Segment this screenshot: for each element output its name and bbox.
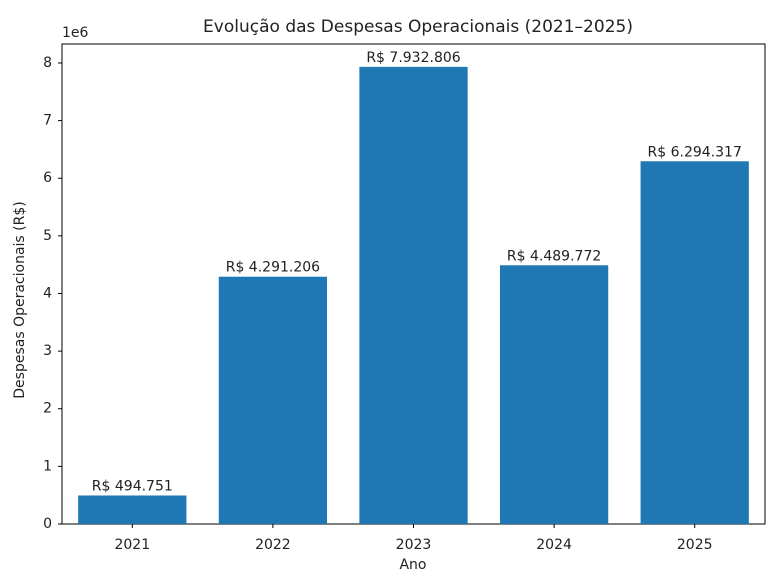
y-axis-label: Despesas Operacionais (R$) [12,201,28,398]
value-label: R$ 6.294.317 [648,144,742,160]
x-tick-label: 2022 [255,537,291,553]
bar [218,276,328,524]
x-tick-label: 2025 [677,537,713,553]
x-tick-label: 2024 [536,537,572,553]
value-label: R$ 4.489.772 [507,248,601,264]
bar [499,265,609,524]
x-tick-label: 2021 [114,537,150,553]
x-axis-label: Ano [399,557,426,573]
bar [359,66,468,525]
value-label: R$ 4.291.206 [226,260,320,276]
value-label: R$ 7.932.806 [366,50,460,66]
y-tick-label: 2 [43,401,52,417]
y-tick-label: 1 [43,458,52,474]
bar [78,495,187,524]
y-tick-label: 0 [43,516,52,532]
y-tick-label: 4 [43,285,52,301]
chart-title: Evolução das Despesas Operacionais (2021… [203,17,633,37]
y-offset-label: 1e6 [62,25,89,41]
y-tick-label: 6 [43,170,52,186]
y-tick-label: 3 [43,343,52,359]
x-tick-label: 2023 [396,537,432,553]
y-tick-label: 8 [43,55,52,71]
value-label: R$ 494.751 [92,478,173,494]
y-tick-label: 7 [43,113,52,129]
y-tick-label: 5 [43,228,52,244]
bar [640,161,749,524]
